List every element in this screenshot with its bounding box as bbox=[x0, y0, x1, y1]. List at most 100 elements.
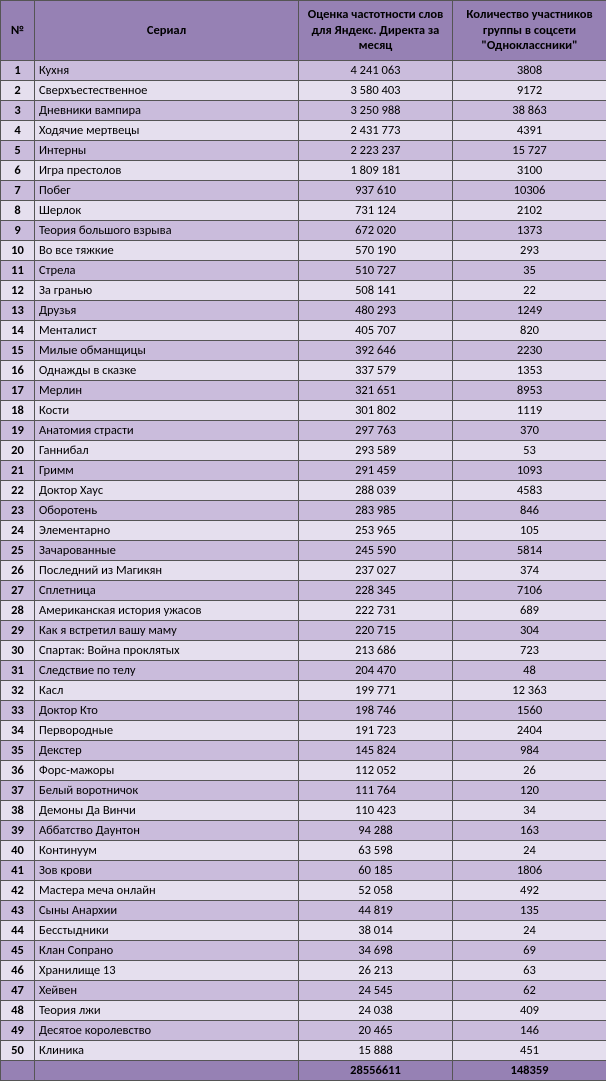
row-social: 689 bbox=[453, 600, 606, 620]
row-social: 820 bbox=[453, 320, 606, 340]
row-social: 293 bbox=[453, 240, 606, 260]
row-social: 3100 bbox=[453, 160, 606, 180]
row-series-name: Мастера меча онлайн bbox=[35, 880, 299, 900]
row-freq: 510 727 bbox=[299, 260, 453, 280]
row-social: 1119 bbox=[453, 400, 606, 420]
header-num: № bbox=[1, 1, 35, 61]
row-freq: 291 459 bbox=[299, 460, 453, 480]
series-ranking-table: № Сериал Оценка частотности слов для Янд… bbox=[0, 0, 606, 1081]
row-freq: 26 213 bbox=[299, 960, 453, 980]
row-series-name: Бесстыдники bbox=[35, 920, 299, 940]
table-row: 10Во все тяжкие570 190293 bbox=[1, 240, 606, 260]
row-social: 63 bbox=[453, 960, 606, 980]
row-social: 370 bbox=[453, 420, 606, 440]
row-freq: 213 686 bbox=[299, 640, 453, 660]
table-row: 14Менталист405 707820 bbox=[1, 320, 606, 340]
table-row: 4Ходячие мертвецы2 431 7734391 bbox=[1, 120, 606, 140]
row-series-name: Мерлин bbox=[35, 380, 299, 400]
row-number: 1 bbox=[1, 60, 35, 80]
table-row: 2Сверхъестественное3 580 4039172 bbox=[1, 80, 606, 100]
row-social: 69 bbox=[453, 940, 606, 960]
row-freq: 24 038 bbox=[299, 1000, 453, 1020]
row-series-name: Сплетница bbox=[35, 580, 299, 600]
table-row: 27Сплетница228 3457106 bbox=[1, 580, 606, 600]
row-freq: 112 052 bbox=[299, 760, 453, 780]
row-social: 1093 bbox=[453, 460, 606, 480]
table-row: 9Теория большого взрыва672 0201373 bbox=[1, 220, 606, 240]
row-series-name: Во все тяжкие bbox=[35, 240, 299, 260]
row-social: 120 bbox=[453, 780, 606, 800]
row-series-name: Оборотень bbox=[35, 500, 299, 520]
row-number: 39 bbox=[1, 820, 35, 840]
table-row: 20Ганнибал293 58953 bbox=[1, 440, 606, 460]
row-number: 5 bbox=[1, 140, 35, 160]
row-number: 11 bbox=[1, 260, 35, 280]
row-series-name: Демоны Да Винчи bbox=[35, 800, 299, 820]
table-row: 18Кости301 8021119 bbox=[1, 400, 606, 420]
table-row: 49Десятое королевство20 465146 bbox=[1, 1020, 606, 1040]
row-series-name: Хранилище 13 bbox=[35, 960, 299, 980]
table-row: 1Кухня4 241 0633808 bbox=[1, 60, 606, 80]
row-social: 1373 bbox=[453, 220, 606, 240]
row-freq: 191 723 bbox=[299, 720, 453, 740]
totals-row: 28556611 148359 bbox=[1, 1060, 606, 1080]
row-social: 846 bbox=[453, 500, 606, 520]
row-freq: 2 431 773 bbox=[299, 120, 453, 140]
row-series-name: Континуум bbox=[35, 840, 299, 860]
row-series-name: Аббатство Даунтон bbox=[35, 820, 299, 840]
row-number: 28 bbox=[1, 600, 35, 620]
row-number: 4 bbox=[1, 120, 35, 140]
row-number: 32 bbox=[1, 680, 35, 700]
table-body: 1Кухня4 241 06338082Сверхъестественное3 … bbox=[1, 60, 606, 1060]
row-social: 9172 bbox=[453, 80, 606, 100]
table-row: 25Зачарованные245 5905814 bbox=[1, 540, 606, 560]
table-row: 46Хранилище 1326 21363 bbox=[1, 960, 606, 980]
row-series-name: Сверхъестественное bbox=[35, 80, 299, 100]
table-row: 30Спартак: Война проклятых213 686723 bbox=[1, 640, 606, 660]
row-number: 9 bbox=[1, 220, 35, 240]
row-number: 27 bbox=[1, 580, 35, 600]
row-number: 50 bbox=[1, 1040, 35, 1060]
table-row: 19Анатомия страсти297 763370 bbox=[1, 420, 606, 440]
row-freq: 321 651 bbox=[299, 380, 453, 400]
table-row: 12За гранью508 14122 bbox=[1, 280, 606, 300]
table-row: 34Первородные191 7232404 bbox=[1, 720, 606, 740]
row-number: 30 bbox=[1, 640, 35, 660]
table-row: 11Стрела510 72735 bbox=[1, 260, 606, 280]
row-number: 3 bbox=[1, 100, 35, 120]
row-freq: 15 888 bbox=[299, 1040, 453, 1060]
table-row: 28Американская история ужасов222 731689 bbox=[1, 600, 606, 620]
row-social: 12 363 bbox=[453, 680, 606, 700]
row-social: 2230 bbox=[453, 340, 606, 360]
row-number: 43 bbox=[1, 900, 35, 920]
row-freq: 293 589 bbox=[299, 440, 453, 460]
row-number: 36 bbox=[1, 760, 35, 780]
totals-num bbox=[1, 1060, 35, 1080]
table-row: 22Доктор Хаус288 0394583 bbox=[1, 480, 606, 500]
row-series-name: Следствие по телу bbox=[35, 660, 299, 680]
row-freq: 4 241 063 bbox=[299, 60, 453, 80]
table-row: 47Хейвен24 54562 bbox=[1, 980, 606, 1000]
row-series-name: Элементарно bbox=[35, 520, 299, 540]
row-social: 38 863 bbox=[453, 100, 606, 120]
table-row: 3Дневники вампира3 250 98838 863 bbox=[1, 100, 606, 120]
table-row: 16Однажды в сказке337 5791353 bbox=[1, 360, 606, 380]
row-social: 3808 bbox=[453, 60, 606, 80]
row-series-name: Шерлок bbox=[35, 200, 299, 220]
row-social: 1249 bbox=[453, 300, 606, 320]
row-number: 15 bbox=[1, 340, 35, 360]
row-freq: 283 985 bbox=[299, 500, 453, 520]
row-freq: 38 014 bbox=[299, 920, 453, 940]
row-number: 48 bbox=[1, 1000, 35, 1020]
header-social: Количество участников группы в соцсети "… bbox=[453, 1, 606, 61]
table-row: 39Аббатство Даунтон94 288163 bbox=[1, 820, 606, 840]
row-freq: 34 698 bbox=[299, 940, 453, 960]
row-series-name: За гранью bbox=[35, 280, 299, 300]
row-series-name: Кости bbox=[35, 400, 299, 420]
row-number: 26 bbox=[1, 560, 35, 580]
row-number: 38 bbox=[1, 800, 35, 820]
row-number: 21 bbox=[1, 460, 35, 480]
table-row: 41Зов крови60 1851806 bbox=[1, 860, 606, 880]
table-row: 23Оборотень283 985846 bbox=[1, 500, 606, 520]
row-series-name: Дневники вампира bbox=[35, 100, 299, 120]
